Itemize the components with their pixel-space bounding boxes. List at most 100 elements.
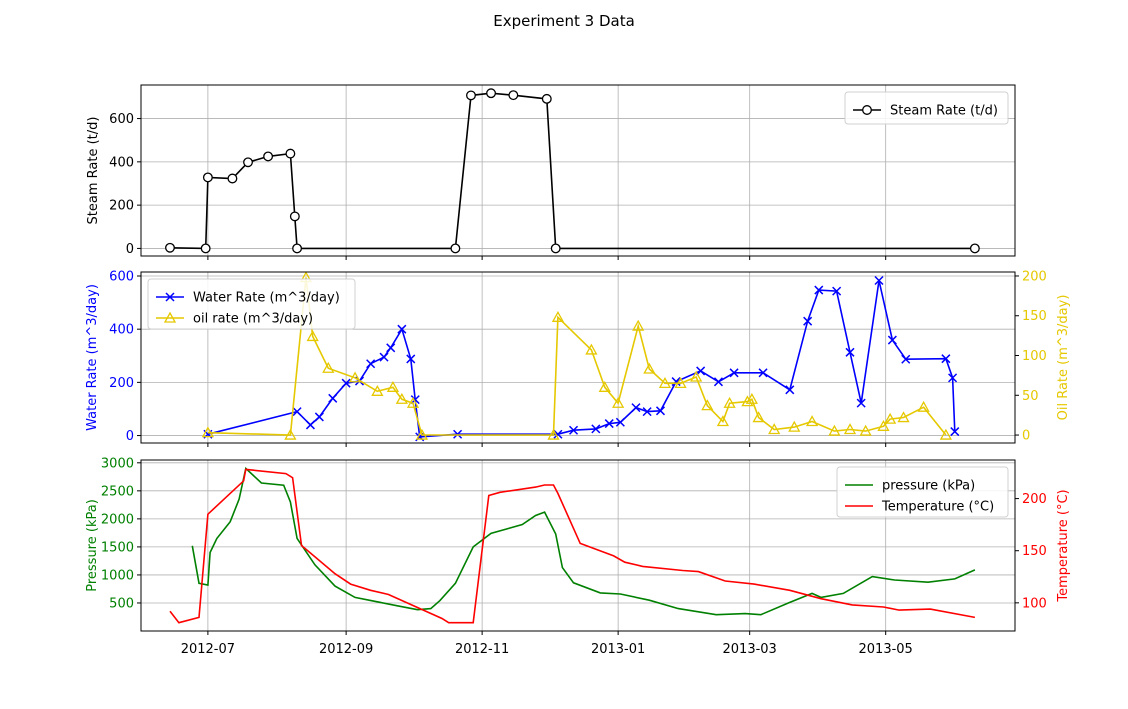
data-point: [785, 385, 795, 395]
legend-label: Water Rate (m^3/day): [193, 291, 340, 306]
data-point: [752, 411, 765, 423]
data-point: [723, 396, 736, 408]
legend-box: [147, 278, 356, 330]
y-tick-label: 600: [109, 112, 134, 127]
y2-axis-label: Temperature (°C): [1056, 489, 1071, 602]
data-point: [856, 398, 866, 408]
data-point: [655, 406, 666, 416]
legend-label: Temperature (°C): [881, 500, 994, 515]
data-point: [950, 427, 960, 437]
y-axis-label: Water Rate (m^3/day): [85, 284, 100, 431]
data-point: [292, 243, 303, 254]
y2-tick-label: 200: [1022, 269, 1047, 284]
data-point: [941, 354, 951, 364]
series-oil-rate: [201, 271, 952, 440]
y2-tick-label: 100: [1022, 349, 1047, 364]
data-point: [328, 393, 338, 403]
data-point: [612, 396, 625, 408]
data-point: [450, 243, 461, 254]
data-point: [642, 407, 652, 417]
y2-tick-label: 100: [1022, 596, 1047, 611]
y2-tick-label: 150: [1022, 544, 1047, 559]
legend-box: [836, 466, 1009, 518]
legend-entry: Water Rate (m^3/day): [156, 291, 340, 306]
data-point: [632, 319, 645, 331]
legend-entry: oil rate (m^3/day): [156, 312, 313, 327]
data-point: [729, 368, 739, 378]
data-point: [803, 316, 813, 326]
data-point: [551, 310, 565, 322]
data-point: [322, 361, 335, 373]
data-point: [541, 93, 552, 104]
legend-label: oil rate (m^3/day): [193, 312, 313, 327]
legend: Water Rate (m^3/day) oil rate (m^3/day): [147, 278, 356, 330]
data-point: [486, 88, 496, 99]
data-point: [386, 343, 396, 353]
data-point: [758, 368, 768, 378]
data-point: [843, 423, 857, 435]
data-point: [292, 407, 302, 417]
data-point: [658, 377, 672, 388]
data-point: [200, 243, 211, 254]
data-point: [901, 354, 911, 364]
y2-tick-label: 150: [1022, 309, 1047, 324]
legend-entry: Steam Rate (t/d): [853, 104, 998, 119]
data-point: [165, 242, 175, 253]
x-tick-label: 2013-05: [859, 642, 913, 657]
data-point: [828, 424, 841, 436]
y-tick-label: 500: [109, 596, 134, 611]
x-tick-label: 2013-03: [723, 642, 777, 657]
data-point: [569, 425, 579, 435]
legend: pressure (kPa) Temperature (°C): [836, 466, 1009, 518]
data-point: [366, 359, 376, 369]
data-point: [243, 157, 253, 168]
legend-entry: pressure (kPa): [845, 479, 975, 494]
data-point: [585, 343, 598, 355]
data-point: [696, 366, 706, 376]
legend-marker: [163, 311, 177, 323]
y-tick-label: 0: [126, 242, 134, 257]
legend-marker: [862, 105, 872, 115]
data-point: [788, 420, 801, 432]
legend-label: Steam Rate (t/d): [890, 104, 998, 119]
data-point: [713, 377, 723, 387]
data-point: [884, 412, 897, 424]
y2-tick-label: 200: [1022, 492, 1047, 507]
legend-entry: Temperature (°C): [845, 500, 994, 515]
data-point: [832, 286, 842, 296]
data-point: [631, 403, 641, 413]
y2-axis-label: Oil Rate (m^3/day): [1056, 295, 1071, 421]
pressure-temperature-panel: 2012-07 2012-09 2012-11 2013-01 2013-03 2013-…: [85, 456, 1071, 657]
data-point: [615, 417, 625, 427]
figure-title: Experiment 3 Data: [493, 12, 635, 30]
y-tick-label: 600: [109, 269, 134, 284]
series-line: [169, 92, 975, 250]
data-point: [814, 285, 824, 295]
data-point: [671, 377, 681, 387]
data-point: [741, 395, 754, 407]
x-tick-label: 2012-09: [319, 642, 373, 657]
data-point: [690, 370, 703, 382]
data-point: [768, 423, 781, 435]
data-point: [874, 275, 884, 286]
data-point: [201, 426, 214, 438]
data-point: [386, 380, 400, 392]
y-tick-label: 1500: [101, 540, 134, 555]
y-tick-label: 3000: [101, 456, 134, 471]
y-tick-label: 400: [109, 323, 134, 338]
x-tick-label: 2013-01: [591, 642, 645, 657]
axes-frame: [140, 271, 1016, 444]
data-point: [806, 415, 819, 427]
data-point: [379, 352, 389, 362]
water-oil-rate-panel: 0 200 400 600 Water Rate (m^3/day) 0 50 100 150 2…: [85, 269, 1071, 447]
y-tick-label: 200: [109, 199, 134, 214]
y-tick-label: 200: [109, 376, 134, 391]
data-point: [917, 400, 930, 412]
y-axis-label: Pressure (kPa): [85, 499, 100, 592]
data-point: [939, 428, 952, 440]
data-point: [550, 243, 561, 254]
data-point: [598, 380, 611, 392]
data-point: [674, 377, 687, 388]
data-point: [415, 428, 429, 440]
